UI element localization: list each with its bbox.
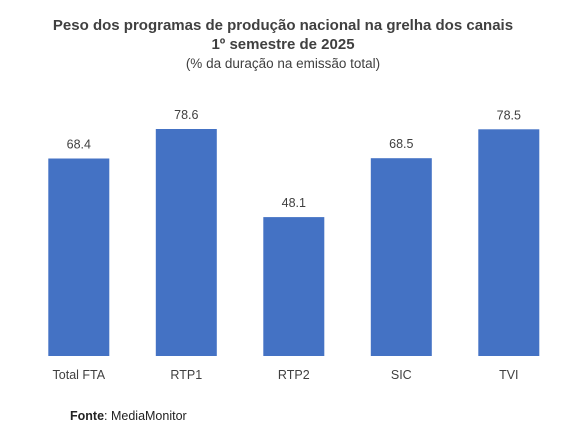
data-label: 78.5 xyxy=(497,108,521,122)
bar-tvi xyxy=(478,129,540,356)
bar-total-fta xyxy=(48,158,110,356)
chart-title-period: 1º semestre de 2025 xyxy=(211,36,355,53)
chart-subtitle: (% da duração na emissão total) xyxy=(185,56,381,71)
chart-title: Peso dos programas de produção nacional … xyxy=(52,17,514,34)
x-tick-label: TVI xyxy=(499,368,518,382)
bar-rtp1 xyxy=(155,129,217,356)
x-tick-label: SIC xyxy=(391,368,412,382)
bar-rtp2 xyxy=(263,217,325,356)
source-label: Fonte xyxy=(70,409,105,423)
data-label: 48.1 xyxy=(282,196,306,210)
data-label: 68.4 xyxy=(67,138,91,152)
chart-title-block: Peso dos programas de produção nacional … xyxy=(0,16,566,73)
bar-sic xyxy=(370,158,432,356)
source-text: : MediaMonitor xyxy=(104,409,187,423)
source-note: Fonte: MediaMonitor xyxy=(70,409,187,423)
x-tick-label: RTP1 xyxy=(170,368,202,382)
x-tick-label: Total FTA xyxy=(53,368,106,382)
data-label: 68.5 xyxy=(389,137,413,151)
data-label: 78.6 xyxy=(174,108,198,122)
x-tick-label: RTP2 xyxy=(278,368,310,382)
